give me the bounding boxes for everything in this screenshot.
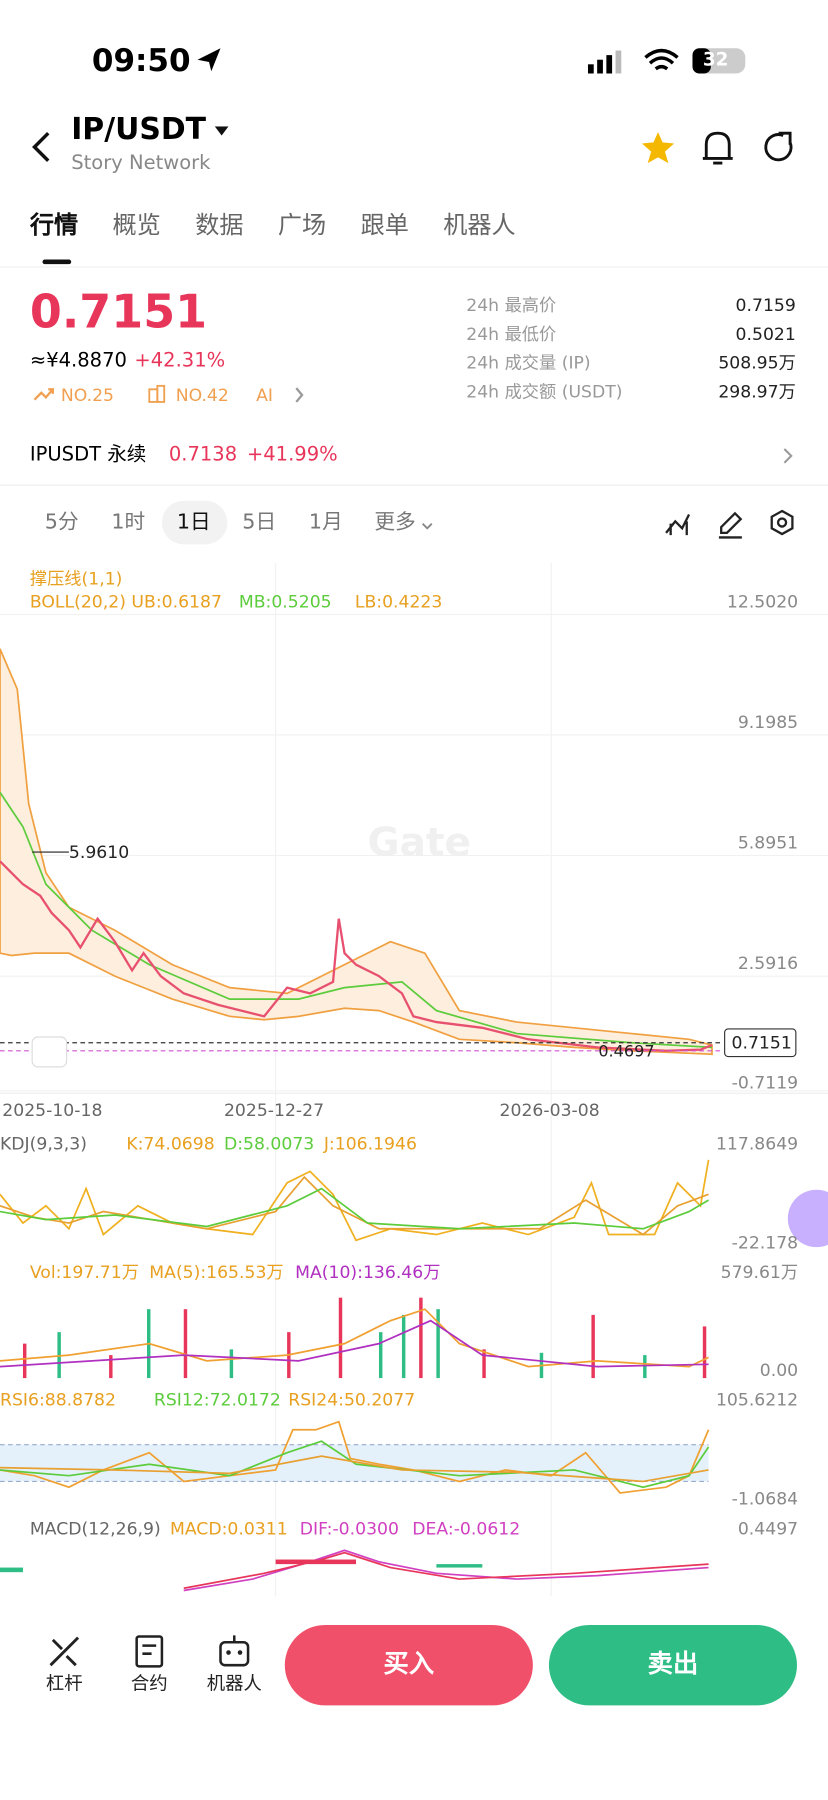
vol-label: MA(5):165.53万: [149, 1262, 284, 1283]
y-label: 9.1985: [737, 712, 799, 733]
stat-label: 24h 最高价: [466, 295, 557, 316]
interval[interactable]: 5日: [242, 509, 277, 535]
alert[interactable]: [702, 131, 733, 165]
kdj-label: D:58.0073: [223, 1133, 315, 1155]
change: +42.31%: [134, 349, 226, 373]
indicator-tool[interactable]: [665, 513, 691, 536]
boll-label: LB:0.4223: [354, 591, 443, 613]
tool-icons: [49, 1635, 250, 1668]
rsi-label: RSI12:72.0172: [153, 1389, 281, 1411]
perp-change: +41.99%: [246, 443, 338, 467]
badge[interactable]: NO.25: [60, 384, 115, 406]
buy-label[interactable]: 买入: [383, 1650, 435, 1679]
rsi-axis: -1.0684: [731, 1488, 799, 1509]
divider: [0, 484, 828, 486]
settings[interactable]: [770, 509, 794, 536]
header-icons: [32, 126, 793, 165]
tab[interactable]: 行情: [29, 211, 79, 239]
chart-tools: [421, 509, 794, 539]
y-label: 5.8951: [737, 832, 799, 854]
tab[interactable]: 广场: [277, 211, 327, 239]
interval-active: [161, 500, 228, 545]
macd-label: MACD(12,26,9): [29, 1518, 161, 1539]
y-label: 2.5916: [737, 953, 799, 974]
status-icons: [197, 48, 746, 74]
vol-axis: 0.00: [759, 1359, 799, 1381]
badge-icons: [33, 384, 304, 403]
date-label: 2026-03-08: [499, 1100, 600, 1121]
macd-label: DIF:-0.0300: [299, 1518, 399, 1539]
low-marker: 0.4697: [598, 1042, 655, 1062]
interval[interactable]: 1时: [111, 509, 146, 535]
sell-label[interactable]: 卖出: [647, 1650, 699, 1679]
boll-label: BOLL(20,2) UB:0.6187: [29, 591, 222, 613]
badge[interactable]: AI: [256, 384, 273, 406]
interval[interactable]: 1月: [308, 509, 343, 535]
tab-underline: [42, 259, 72, 265]
rsi-label: RSI6:88.8782: [0, 1389, 116, 1411]
last-price: 0.7151: [29, 285, 208, 339]
kdj-label: J:106.1946: [323, 1133, 417, 1155]
boll-label: MB:0.5205: [238, 591, 332, 613]
date-label: 2025-12-27: [223, 1100, 325, 1121]
status-time: 09:50: [91, 43, 191, 80]
vol-label: MA(10):136.46万: [295, 1262, 441, 1283]
stat-value: 0.5021: [735, 323, 796, 345]
tab[interactable]: 机器人: [443, 211, 516, 239]
vol-label: Vol:197.71万: [29, 1262, 139, 1283]
assistant-button[interactable]: [787, 1189, 828, 1248]
macd-label: MACD:0.0311: [169, 1518, 288, 1539]
macd-label: DEA:-0.0612: [412, 1518, 521, 1539]
high-marker: 5.9610: [68, 841, 130, 863]
sell-button[interactable]: [548, 1624, 797, 1706]
back[interactable]: [32, 131, 50, 162]
stat-label: 24h 最低价: [466, 323, 557, 345]
watermark: Gate: [367, 819, 472, 866]
subtitle: Story Network: [71, 151, 211, 175]
kdj-label: KDJ(9,3,3): [0, 1133, 87, 1155]
battery: 32: [702, 48, 729, 71]
badge[interactable]: NO.42: [175, 384, 229, 406]
y-label: 12.5020: [726, 591, 799, 613]
divider: [0, 266, 828, 268]
tab[interactable]: 数据: [195, 211, 244, 239]
cny-price: ≈¥4.8870: [29, 349, 127, 373]
stat-label: 24h 成交额 (USDT): [466, 381, 623, 402]
perp-price: 0.7138: [168, 443, 238, 467]
current-price: 0.7151: [731, 1032, 792, 1054]
kdj-label: K:74.0698: [126, 1133, 215, 1155]
pair[interactable]: IP/USDT: [71, 112, 207, 147]
stat-value: 508.95万: [718, 352, 796, 374]
favorite[interactable]: [641, 132, 675, 164]
kdj-axis: 117.8649: [715, 1133, 799, 1155]
stat-value: 0.7159: [735, 295, 796, 316]
vol-axis: 579.61万: [720, 1262, 799, 1283]
rsi-label: RSI24:50.2077: [288, 1389, 416, 1411]
rsi-axis: 105.6212: [715, 1389, 799, 1411]
draw-tool[interactable]: [718, 511, 743, 539]
tool-label[interactable]: 杠杆: [45, 1672, 83, 1694]
tab[interactable]: 跟单: [360, 211, 409, 239]
interval[interactable]: 1日: [176, 509, 211, 535]
stat-value: 298.97万: [718, 381, 796, 402]
buy-button[interactable]: [284, 1624, 533, 1706]
date-label: 2025-10-18: [2, 1100, 103, 1121]
interval[interactable]: 5分: [44, 509, 79, 535]
tool-label[interactable]: 合约: [130, 1672, 168, 1694]
perp-name[interactable]: IPUSDT 永续: [29, 443, 147, 467]
tab[interactable]: 概览: [112, 211, 161, 239]
chevron: [783, 448, 793, 464]
stat-label: 24h 成交量 (IP): [466, 352, 591, 374]
y-label: -0.7119: [731, 1072, 799, 1094]
tool-label[interactable]: 机器人: [206, 1672, 262, 1694]
macd-axis: 0.4497: [737, 1518, 799, 1539]
kdj-axis: -22.178: [731, 1232, 799, 1253]
charts: [0, 562, 828, 1597]
interval[interactable]: 更多: [374, 509, 416, 535]
indicator: 撑压线(1,1): [29, 568, 123, 590]
refresh[interactable]: [764, 131, 793, 162]
